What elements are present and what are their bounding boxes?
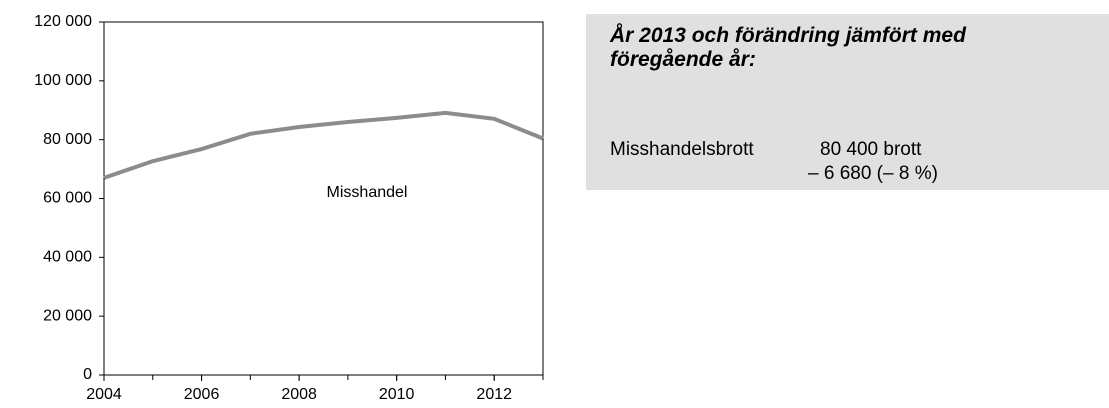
info-change: – 6 680 (– 8 %) [808,163,938,184]
info-box: År 2013 och förändring jämfört med föreg… [586,14,1109,190]
series-line [103,110,544,180]
info-title: År 2013 och förändring jämfört med föreg… [610,24,966,71]
y-tick-label: 120 000 [34,13,92,30]
plot-frame [103,21,544,376]
y-tick-label: 100 000 [34,72,92,89]
x-tick-label: 2004 [86,386,122,403]
x-tick-label: 2010 [379,386,415,403]
y-tick-label: 0 [83,366,92,383]
y-tick-label: 60 000 [43,190,92,207]
annotation: Misshandel [327,184,408,201]
x-tick-label: 2006 [184,386,220,403]
x-tick-label: 2008 [281,386,317,403]
y-tick-label: 20 000 [43,307,92,324]
info-value: 80 400 brott [820,139,922,160]
y-tick-label: 80 000 [43,131,92,148]
chart: 0 20 000 40 000 60 000 80 000 100 000 120 000 2… [34,13,544,403]
info-label: Misshandelsbrott [610,139,754,160]
y-tick-label: 40 000 [43,249,92,266]
x-tick-label: 2012 [476,386,512,403]
